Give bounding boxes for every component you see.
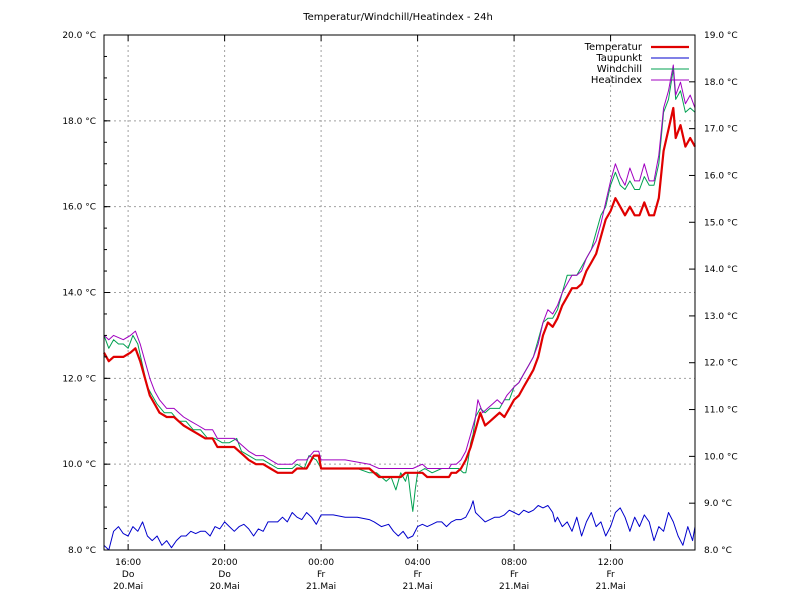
legend-label-taupunkt: Taupunkt [595, 53, 642, 64]
x-tick-label: 21.Mai [403, 582, 433, 592]
x-tick-label: 21.Mai [306, 582, 336, 592]
x-tick-label: 20.Mai [210, 582, 240, 592]
chart-title: Temperatur/Windchill/Heatindex - 24h [302, 12, 493, 23]
legend-label-heatindex: Heatindex [591, 75, 642, 86]
series-line-taupunkt [103, 500, 696, 551]
y-left-tick-label: 14.0 °C [62, 289, 96, 299]
x-tick-label: 21.Mai [499, 582, 529, 592]
y-right-tick-label: 19.0 °C [704, 31, 738, 41]
y-left-tick-label: 10.0 °C [62, 460, 96, 470]
x-tick-label: Fr [413, 570, 422, 580]
y-right-tick-label: 13.0 °C [704, 312, 738, 322]
x-tick-label: 00:00 [308, 558, 334, 568]
y-right-tick-label: 15.0 °C [704, 218, 738, 228]
series-line-windchill [103, 68, 696, 512]
x-tick-label: Do [122, 570, 135, 580]
x-tick-label: 04:00 [405, 558, 431, 568]
x-tick-label: 21.Mai [596, 582, 626, 592]
y-left-tick-label: 12.0 °C [62, 374, 96, 384]
series-layer [103, 64, 696, 551]
x-tick-label: Fr [606, 570, 615, 580]
x-tick-label: 20.Mai [113, 582, 143, 592]
x-tick-label: Fr [317, 570, 326, 580]
y-right-tick-label: 17.0 °C [704, 125, 738, 135]
x-tick-label: 08:00 [501, 558, 527, 568]
x-tick-label: Fr [510, 570, 519, 580]
y-right-tick-label: 9.0 °C [704, 499, 732, 509]
x-tick-label: 12:00 [598, 558, 624, 568]
grid-layer [104, 35, 695, 550]
y-right-tick-label: 12.0 °C [704, 359, 738, 369]
x-tick-label: 20:00 [212, 558, 238, 568]
y-left-tick-label: 8.0 °C [68, 546, 96, 556]
y-right-tick-label: 16.0 °C [704, 171, 738, 181]
series-line-heatindex [103, 64, 696, 469]
x-tick-label: Do [218, 570, 231, 580]
legend-label-windchill: Windchill [597, 64, 642, 75]
series-line-temperatur [103, 106, 696, 479]
y-right-tick-label: 8.0 °C [704, 546, 732, 556]
axis-layer: 8.0 °C 10.0 °C 12.0 °C 14.0 °C 16.0 °C 18.0 °… [62, 31, 737, 592]
y-right-tick-label: 11.0 °C [704, 406, 738, 416]
y-left-tick-label: 16.0 °C [62, 203, 96, 213]
y-right-tick-label: 10.0 °C [704, 452, 738, 462]
y-right-tick-label: 18.0 °C [704, 78, 738, 88]
y-left-tick-label: 18.0 °C [62, 117, 96, 127]
y-left-tick-label: 20.0 °C [62, 31, 96, 41]
legend-label-temperatur: Temperatur [584, 42, 643, 53]
y-right-tick-label: 14.0 °C [704, 265, 738, 275]
x-tick-label: 16:00 [115, 558, 141, 568]
